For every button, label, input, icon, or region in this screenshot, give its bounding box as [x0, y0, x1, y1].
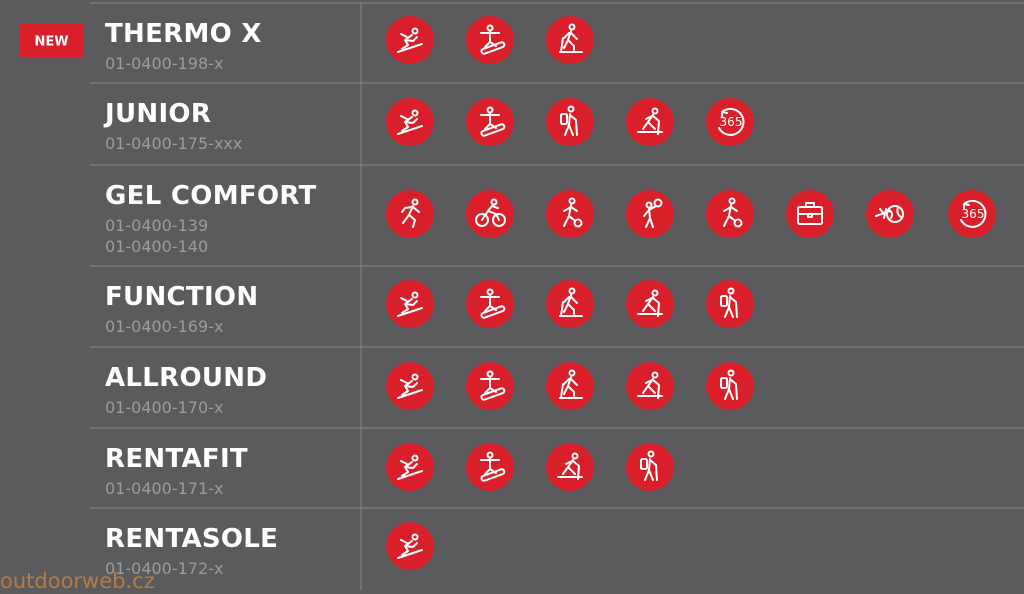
product-name: RENTASOLE	[105, 524, 278, 554]
product-name: THERMO X	[105, 19, 262, 49]
icon-circle	[546, 280, 594, 328]
activity-icon	[706, 362, 754, 410]
product-code: 01-0400-175-xxx	[105, 134, 242, 153]
activity-icon	[546, 443, 594, 491]
product-code: 01-0400-198-x	[105, 54, 223, 73]
activity-icon: 365	[948, 190, 996, 238]
product-code: 01-0400-139	[105, 216, 208, 235]
product-row: THERMO X 01-0400-198-x	[105, 16, 594, 73]
activity-icon	[466, 362, 514, 410]
activity-icon	[386, 362, 434, 410]
activity-icon	[386, 98, 434, 146]
product-row: GEL COMFORT 01-0400-139 01-0400-140 365	[90, 164, 1024, 256]
activity-icon	[546, 190, 594, 238]
product-name: ALLROUND	[105, 363, 267, 393]
activity-icon	[626, 280, 674, 328]
icon-circle	[626, 280, 674, 328]
icon-circle	[866, 190, 914, 238]
activity-icon: 365	[706, 98, 754, 146]
activity-icon	[386, 190, 434, 238]
activity-icon	[466, 190, 514, 238]
activity-icon	[626, 362, 674, 410]
watermark: outdoorweb.cz	[0, 569, 155, 593]
activity-icon	[866, 190, 914, 238]
product-name: JUNIOR	[103, 99, 211, 129]
activity-icon	[706, 190, 754, 238]
activity-icon	[466, 16, 514, 64]
product-row: ALLROUND 01-0400-170-x	[90, 346, 1024, 417]
activity-icon	[626, 190, 674, 238]
activity-icon	[466, 443, 514, 491]
icon-circle	[948, 190, 996, 238]
activity-icon	[786, 190, 834, 238]
activity-icon	[546, 98, 594, 146]
activity-icon	[546, 280, 594, 328]
product-row: FUNCTION 01-0400-169-x	[90, 265, 1024, 336]
icon-circle	[706, 98, 754, 146]
activity-icon	[466, 280, 514, 328]
activity-icon	[386, 522, 434, 570]
icon-circle	[546, 362, 594, 410]
product-code: 01-0400-140	[105, 237, 208, 256]
new-badge	[20, 24, 83, 57]
product-name: RENTAFIT	[105, 444, 248, 474]
product-row: RENTAFIT 01-0400-171-x	[90, 427, 1024, 498]
product-row: RENTASOLE 01-0400-172-x	[90, 507, 1024, 578]
activity-icon	[706, 280, 754, 328]
new-badge-text: NEW	[34, 35, 68, 50]
activity-icon	[386, 16, 434, 64]
product-row: JUNIOR 01-0400-175-xxx 365	[90, 82, 1024, 153]
icon-circle	[466, 190, 514, 238]
activity-icon	[386, 443, 434, 491]
icon-circle	[546, 16, 594, 64]
product-code: 01-0400-172-x	[105, 559, 223, 578]
icon-circle	[626, 362, 674, 410]
icon-circle	[546, 443, 594, 491]
product-code: 01-0400-170-x	[105, 398, 223, 417]
product-code: 01-0400-169-x	[105, 317, 223, 336]
activity-icon	[546, 362, 594, 410]
product-name: GEL COMFORT	[105, 181, 317, 211]
icon-365-text: 365	[962, 207, 985, 221]
product-code: 01-0400-171-x	[105, 479, 223, 498]
activity-icon	[626, 98, 674, 146]
rows: THERMO X 01-0400-198-x JUNIOR 01-0400-175-x…	[90, 16, 1024, 578]
activity-icon	[546, 16, 594, 64]
icon-circle	[626, 98, 674, 146]
icon-365-text: 365	[720, 115, 743, 129]
activity-icon	[466, 98, 514, 146]
product-name: FUNCTION	[105, 282, 258, 312]
activity-icon	[626, 443, 674, 491]
activity-icon	[386, 280, 434, 328]
